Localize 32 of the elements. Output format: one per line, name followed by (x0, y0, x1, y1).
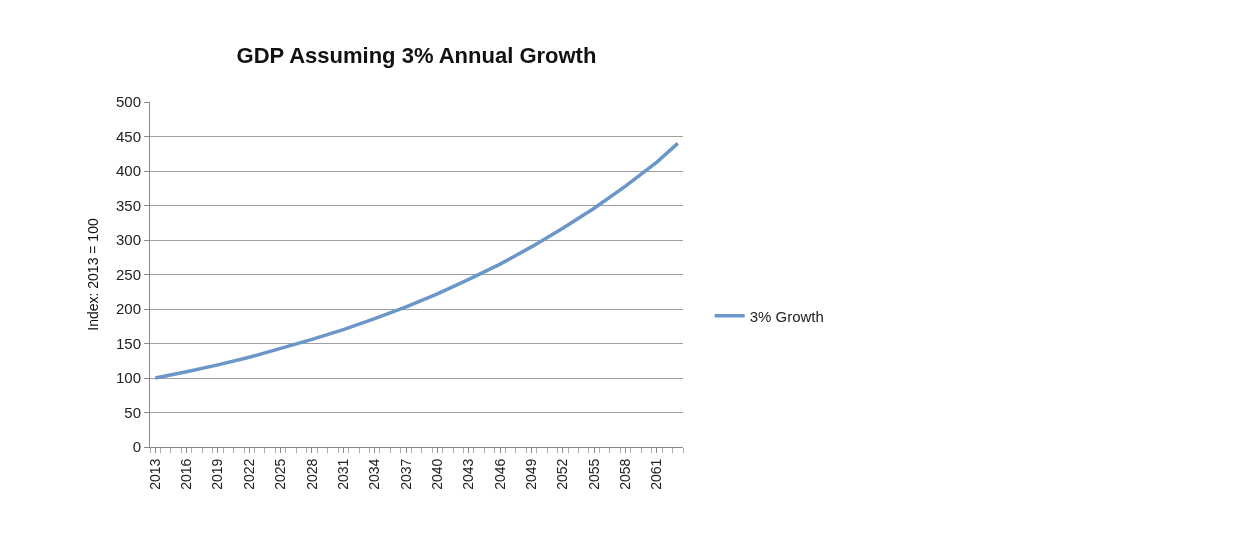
y-tick-label: 450 (115, 127, 141, 145)
y-tick-label: 300 (115, 231, 141, 249)
line-series (153, 141, 680, 380)
x-tick-label: 2019 (209, 458, 226, 490)
x-tick-label: 2034 (366, 458, 383, 490)
y-tick-label: 200 (115, 300, 141, 318)
y-axis-title: Index: 2013 = 100 (84, 218, 101, 331)
y-tick-label: 100 (115, 369, 141, 387)
x-tick-label: 2025 (272, 458, 289, 490)
x-tick-label: 2028 (303, 458, 320, 490)
x-tick-label: 2031 (334, 458, 351, 490)
x-tick-label: 2040 (428, 458, 445, 490)
x-tick-label: 2046 (491, 458, 508, 490)
x-tick-label: 2016 (178, 458, 195, 490)
y-tick-label: 150 (115, 334, 141, 352)
chart-title: GDP Assuming 3% Annual Growth (236, 42, 597, 68)
x-tick-label: 2022 (240, 458, 257, 490)
x-tick-label: 2013 (146, 458, 163, 490)
x-tick-label: 2055 (585, 458, 602, 490)
y-tick-label: 50 (124, 403, 141, 421)
x-tick-label: 2058 (617, 458, 634, 490)
x-tick-label: 2043 (460, 458, 477, 490)
y-tick-label: 400 (115, 162, 141, 180)
x-tick-label: 2061 (648, 458, 665, 490)
x-tick-label: 2049 (523, 458, 540, 490)
y-tick-label: 0 (132, 438, 141, 456)
x-tick-label: 2037 (397, 458, 414, 490)
y-tick-label: 350 (115, 196, 141, 214)
y-tick-label: 250 (115, 265, 141, 283)
legend-label: 3% Growth (749, 307, 824, 325)
x-tick-label: 2052 (554, 458, 571, 490)
y-tick-label: 500 (115, 93, 141, 111)
